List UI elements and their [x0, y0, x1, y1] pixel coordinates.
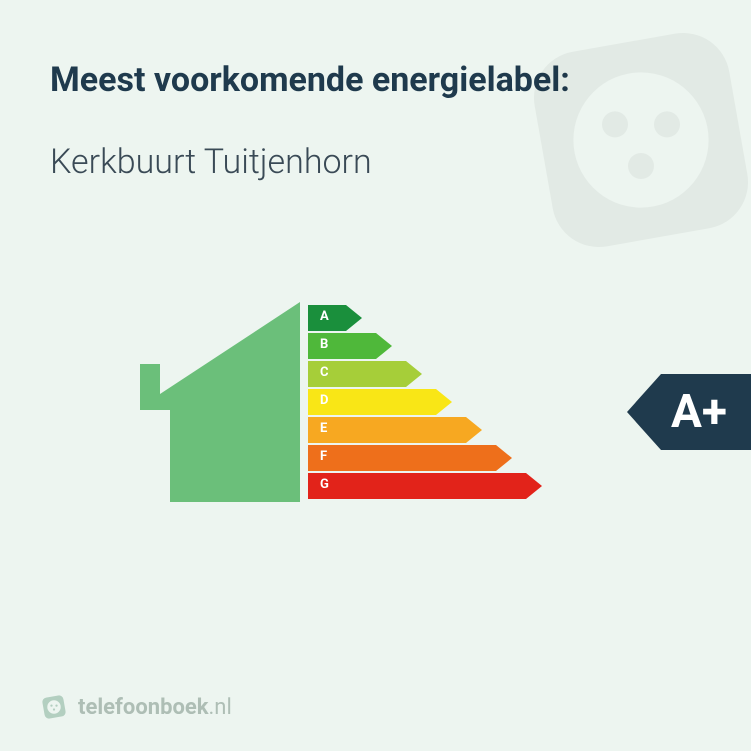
bar-label: D — [320, 393, 328, 408]
house-icon — [140, 302, 300, 502]
energy-bar-c: C — [308, 360, 542, 388]
rating-value: A+ — [661, 374, 751, 450]
bar-shape — [308, 445, 512, 471]
energy-bar-a: A — [308, 304, 542, 332]
watermark-icon — [511, 10, 751, 270]
bar-shape — [308, 305, 362, 331]
bar-label: F — [320, 449, 327, 464]
energy-bar-b: B — [308, 332, 542, 360]
energy-label-card: Meest voorkomende energielabel: Kerkbuur… — [0, 0, 751, 751]
footer-brand-text: telefoonboek.nl — [78, 695, 232, 720]
footer-brand-tld: .nl — [209, 695, 232, 720]
bar-label: A — [320, 309, 329, 324]
footer-brand: telefoonboek.nl — [40, 693, 232, 721]
bar-label: C — [320, 365, 329, 380]
energy-bars: ABCDEFG — [308, 304, 542, 500]
rating-badge: A+ — [627, 374, 751, 450]
bar-label: B — [320, 337, 328, 352]
bar-shape — [308, 389, 452, 415]
bar-label: G — [320, 477, 329, 492]
footer-logo-icon — [40, 693, 68, 721]
energy-bar-f: F — [308, 444, 542, 472]
energy-chart: ABCDEFG — [50, 262, 701, 542]
energy-bar-d: D — [308, 388, 542, 416]
bar-label: E — [320, 421, 327, 436]
energy-bar-e: E — [308, 416, 542, 444]
bar-shape — [308, 473, 542, 499]
energy-bar-g: G — [308, 472, 542, 500]
footer-brand-name: telefoonboek — [78, 695, 209, 720]
bar-shape — [308, 417, 482, 443]
badge-arrow — [627, 374, 661, 450]
